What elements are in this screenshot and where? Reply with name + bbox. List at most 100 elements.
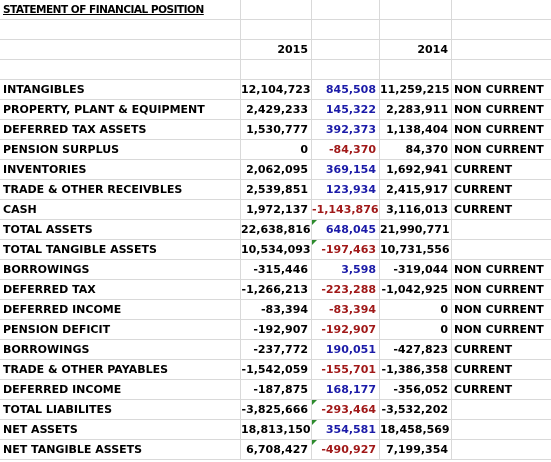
value-2015-cell[interactable]: 2,539,851	[241, 180, 312, 200]
cell[interactable]	[312, 40, 380, 60]
difference-cell[interactable]: 392,373	[312, 120, 380, 140]
label-cell[interactable]: TRADE & OTHER PAYABLES	[0, 360, 241, 380]
classification-cell[interactable]: NON CURRENT	[452, 320, 551, 340]
difference-cell[interactable]: 845,508	[312, 80, 380, 100]
value-2015-cell[interactable]: 1,530,777	[241, 120, 312, 140]
label-cell[interactable]: DEFERRED TAX	[0, 280, 241, 300]
cell[interactable]	[380, 60, 452, 80]
label-cell[interactable]: INVENTORIES	[0, 160, 241, 180]
cell[interactable]	[312, 20, 380, 40]
value-2015-cell[interactable]: 2,062,095	[241, 160, 312, 180]
label-cell[interactable]: CASH	[0, 200, 241, 220]
difference-cell[interactable]: 369,154	[312, 160, 380, 180]
difference-cell[interactable]: -223,288	[312, 280, 380, 300]
label-cell[interactable]: TOTAL LIABILITES	[0, 400, 241, 420]
classification-cell[interactable]: NON CURRENT	[452, 300, 551, 320]
difference-cell[interactable]: -192,907	[312, 320, 380, 340]
classification-cell[interactable]: CURRENT	[452, 360, 551, 380]
value-2014-cell[interactable]: 0	[380, 320, 452, 340]
difference-cell[interactable]: -83,394	[312, 300, 380, 320]
value-2014-cell[interactable]: -1,386,358	[380, 360, 452, 380]
classification-cell[interactable]	[452, 240, 551, 260]
difference-cell[interactable]: 648,045	[312, 220, 380, 240]
value-2014-cell[interactable]: 1,692,941	[380, 160, 452, 180]
label-cell[interactable]: PENSION SURPLUS	[0, 140, 241, 160]
cell[interactable]	[380, 20, 452, 40]
classification-cell[interactable]	[452, 420, 551, 440]
cell[interactable]	[241, 0, 312, 20]
value-2014-cell[interactable]: 2,415,917	[380, 180, 452, 200]
value-2015-cell[interactable]: -1,266,213	[241, 280, 312, 300]
value-2014-cell[interactable]: 21,990,771	[380, 220, 452, 240]
value-2014-cell[interactable]: 0	[380, 300, 452, 320]
difference-cell[interactable]: 123,934	[312, 180, 380, 200]
classification-cell[interactable]: CURRENT	[452, 380, 551, 400]
classification-cell[interactable]: NON CURRENT	[452, 140, 551, 160]
difference-cell[interactable]: 190,051	[312, 340, 380, 360]
classification-cell[interactable]	[452, 220, 551, 240]
label-cell[interactable]: BORROWINGS	[0, 340, 241, 360]
label-cell[interactable]: NET TANGIBLE ASSETS	[0, 440, 241, 460]
header-2015[interactable]: 2015	[241, 40, 312, 60]
label-cell[interactable]: TOTAL TANGIBLE ASSETS	[0, 240, 241, 260]
label-cell[interactable]: NET ASSETS	[0, 420, 241, 440]
value-2014-cell[interactable]: 10,731,556	[380, 240, 452, 260]
label-cell[interactable]: INTANGIBLES	[0, 80, 241, 100]
value-2014-cell[interactable]: -356,052	[380, 380, 452, 400]
value-2014-cell[interactable]: 1,138,404	[380, 120, 452, 140]
header-2014[interactable]: 2014	[380, 40, 452, 60]
classification-cell[interactable]	[452, 400, 551, 420]
value-2015-cell[interactable]: 1,972,137	[241, 200, 312, 220]
difference-cell[interactable]: -293,464	[312, 400, 380, 420]
difference-cell[interactable]: -197,463	[312, 240, 380, 260]
value-2015-cell[interactable]: -1,542,059	[241, 360, 312, 380]
classification-cell[interactable]: CURRENT	[452, 200, 551, 220]
classification-cell[interactable]: NON CURRENT	[452, 120, 551, 140]
value-2014-cell[interactable]: -1,042,925	[380, 280, 452, 300]
classification-cell[interactable]: CURRENT	[452, 340, 551, 360]
value-2015-cell[interactable]: -187,875	[241, 380, 312, 400]
label-cell[interactable]: DEFERRED TAX ASSETS	[0, 120, 241, 140]
classification-cell[interactable]: NON CURRENT	[452, 100, 551, 120]
value-2015-cell[interactable]: 0	[241, 140, 312, 160]
label-cell[interactable]: PROPERTY, PLANT & EQUIPMENT	[0, 100, 241, 120]
difference-cell[interactable]: -1,143,876	[312, 200, 380, 220]
value-2014-cell[interactable]: 2,283,911	[380, 100, 452, 120]
value-2015-cell[interactable]: -3,825,666	[241, 400, 312, 420]
classification-cell[interactable]: NON CURRENT	[452, 80, 551, 100]
value-2015-cell[interactable]: 12,104,723	[241, 80, 312, 100]
cell[interactable]	[0, 40, 241, 60]
value-2014-cell[interactable]: -3,532,202	[380, 400, 452, 420]
cell[interactable]	[0, 60, 241, 80]
label-cell[interactable]: DEFERRED INCOME	[0, 300, 241, 320]
cell[interactable]	[241, 20, 312, 40]
value-2015-cell[interactable]: -192,907	[241, 320, 312, 340]
value-2014-cell[interactable]: 11,259,215	[380, 80, 452, 100]
difference-cell[interactable]: -84,370	[312, 140, 380, 160]
value-2015-cell[interactable]: -83,394	[241, 300, 312, 320]
cell[interactable]	[380, 0, 452, 20]
classification-cell[interactable]: NON CURRENT	[452, 280, 551, 300]
difference-cell[interactable]: -155,701	[312, 360, 380, 380]
value-2015-cell[interactable]: 22,638,816	[241, 220, 312, 240]
value-2015-cell[interactable]: 6,708,427	[241, 440, 312, 460]
cell[interactable]	[452, 0, 551, 20]
difference-cell[interactable]: -490,927	[312, 440, 380, 460]
value-2014-cell[interactable]: 18,458,569	[380, 420, 452, 440]
label-cell[interactable]: DEFERRED INCOME	[0, 380, 241, 400]
value-2015-cell[interactable]: 10,534,093	[241, 240, 312, 260]
value-2015-cell[interactable]: -237,772	[241, 340, 312, 360]
cell[interactable]	[452, 60, 551, 80]
classification-cell[interactable]	[452, 440, 551, 460]
value-2014-cell[interactable]: 84,370	[380, 140, 452, 160]
classification-cell[interactable]: CURRENT	[452, 160, 551, 180]
value-2014-cell[interactable]: 3,116,013	[380, 200, 452, 220]
classification-cell[interactable]: CURRENT	[452, 180, 551, 200]
cell[interactable]	[452, 20, 551, 40]
difference-cell[interactable]: 354,581	[312, 420, 380, 440]
difference-cell[interactable]: 145,322	[312, 100, 380, 120]
label-cell[interactable]: TOTAL ASSETS	[0, 220, 241, 240]
statement-title[interactable]: STATEMENT OF FINANCIAL POSITION	[0, 0, 241, 20]
cell[interactable]	[0, 20, 241, 40]
classification-cell[interactable]: NON CURRENT	[452, 260, 551, 280]
